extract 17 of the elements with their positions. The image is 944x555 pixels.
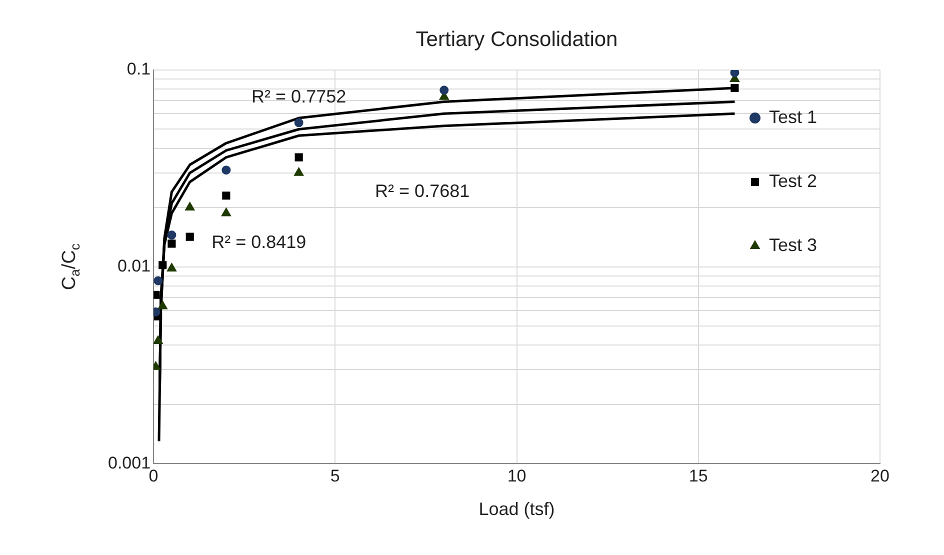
x-tick-label: 0 <box>148 466 158 486</box>
annotation: R² = 0.8419 <box>212 232 306 252</box>
y-tick-label: 0.01 <box>117 256 151 276</box>
x-tick-label: 5 <box>330 466 340 486</box>
x-tick-label: 15 <box>688 466 708 486</box>
legend-label: Test 1 <box>769 106 818 127</box>
annotation: R² = 0.7752 <box>252 86 346 107</box>
y-axis-title: Ca/Cc <box>59 243 82 290</box>
x-tick-label: 10 <box>507 466 526 486</box>
y-tick-label: 0.1 <box>126 60 151 79</box>
annotation: R² = 0.7681 <box>375 180 470 201</box>
x-tick-label: 20 <box>870 466 890 486</box>
y-tick-label: 0.001 <box>108 453 151 472</box>
legend-label: Test 2 <box>769 170 818 191</box>
x-axis-title: Load (tsf) <box>478 498 555 519</box>
legend-label: Test 3 <box>769 234 818 255</box>
chart-title: Tertiary Consolidation <box>416 28 618 51</box>
